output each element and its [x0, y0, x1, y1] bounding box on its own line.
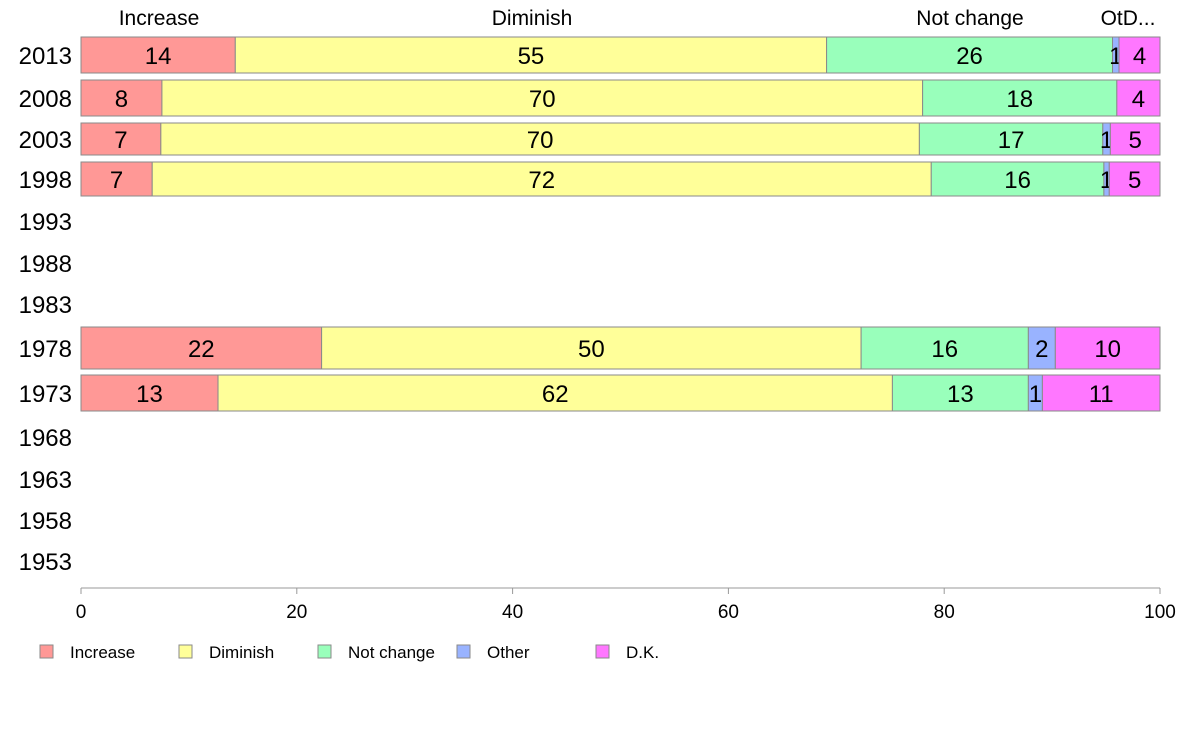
column-header: OtD...	[1101, 7, 1156, 30]
x-tick-label: 80	[934, 602, 955, 623]
year-label: 1983	[19, 292, 72, 319]
bar-segment	[161, 79, 924, 117]
data-label: 10	[1094, 336, 1121, 363]
data-label: 26	[956, 43, 983, 70]
legend-swatch	[178, 644, 193, 659]
column-headers: Increase Diminish Not change OtD...	[119, 7, 1156, 30]
year-label: 2003	[19, 127, 72, 154]
x-tick-label: 0	[76, 602, 87, 623]
year-label: 1968	[19, 425, 72, 452]
data-label: 11	[1089, 381, 1114, 408]
legend-label: Diminish	[209, 643, 274, 662]
data-label: 55	[518, 43, 545, 70]
bar-segment	[80, 326, 323, 370]
bar-segment	[80, 79, 163, 117]
data-label: 50	[578, 336, 605, 363]
data-label: 16	[1004, 167, 1031, 194]
data-label: 22	[188, 336, 215, 363]
data-label: 2	[1035, 336, 1048, 363]
bar-segment	[234, 36, 828, 74]
data-label: 70	[527, 127, 554, 154]
bar-segment	[80, 122, 162, 156]
bar-segment	[80, 161, 153, 197]
data-label: 72	[528, 167, 555, 194]
data-label: 14	[145, 43, 172, 70]
data-label: 4	[1133, 43, 1146, 70]
column-header: Increase	[119, 7, 200, 30]
legend-swatch	[595, 644, 610, 659]
legend-swatch	[317, 644, 332, 659]
bar-segment	[922, 79, 1118, 117]
bar-segment	[1054, 326, 1161, 370]
bar-segment	[1109, 122, 1161, 156]
data-label: 4	[1132, 86, 1145, 113]
bar-segment	[1041, 374, 1161, 412]
bar-segment	[1116, 79, 1161, 117]
x-tick-label: 100	[1144, 602, 1176, 623]
bar-segment	[930, 161, 1105, 197]
data-label: 13	[136, 381, 163, 408]
legend-label: Increase	[70, 643, 135, 662]
legend: Increase Diminish Not change Other D.K.	[39, 643, 659, 662]
legend-label: D.K.	[626, 643, 659, 662]
legend-label: Other	[487, 643, 530, 662]
data-label: 62	[542, 381, 569, 408]
bar-segment	[1108, 161, 1161, 197]
bar-segment	[1118, 36, 1161, 74]
column-header: Diminish	[492, 7, 573, 30]
x-tick-label: 40	[502, 602, 523, 623]
data-label: 7	[110, 167, 123, 194]
year-label: 1998	[19, 167, 72, 194]
bar-segment	[918, 122, 1104, 156]
bar-segment	[891, 374, 1029, 412]
year-labels: 2013 2008 2003 1998 1993 1988 1983 1978 1973 1968…	[19, 43, 72, 576]
legend-swatch	[39, 644, 54, 659]
year-label: 1973	[19, 381, 72, 408]
data-label: 1	[1029, 381, 1042, 408]
year-label: 2008	[19, 86, 72, 113]
bar-segment	[80, 36, 236, 74]
legend-swatch	[456, 644, 471, 659]
legend-label: Not change	[348, 643, 435, 662]
data-label: 18	[1006, 86, 1033, 113]
data-label: 13	[947, 381, 974, 408]
bar-segment	[1027, 326, 1056, 370]
data-label: 70	[529, 86, 556, 113]
column-header: Not change	[916, 7, 1023, 30]
x-axis: 0 20 40 60 80 100	[76, 587, 1176, 623]
bar-segment	[217, 374, 893, 412]
data-label: 8	[115, 86, 128, 113]
x-tick-label: 20	[286, 602, 307, 623]
bar-segment	[826, 36, 1114, 74]
year-label: 1953	[19, 549, 72, 576]
data-label: 16	[931, 336, 958, 363]
data-label: 5	[1128, 167, 1141, 194]
year-label: 2013	[19, 43, 72, 70]
bar-segment	[860, 326, 1029, 370]
year-label: 1993	[19, 209, 72, 236]
data-label: 17	[998, 127, 1025, 154]
year-label: 1958	[19, 508, 72, 535]
data-label: 5	[1129, 127, 1142, 154]
year-label: 1963	[19, 467, 72, 494]
x-tick-label: 60	[718, 602, 739, 623]
data-label: 7	[114, 127, 127, 154]
year-label: 1988	[19, 251, 72, 278]
year-label: 1978	[19, 336, 72, 363]
bar-segment	[321, 326, 862, 370]
bar-segment	[151, 161, 932, 197]
